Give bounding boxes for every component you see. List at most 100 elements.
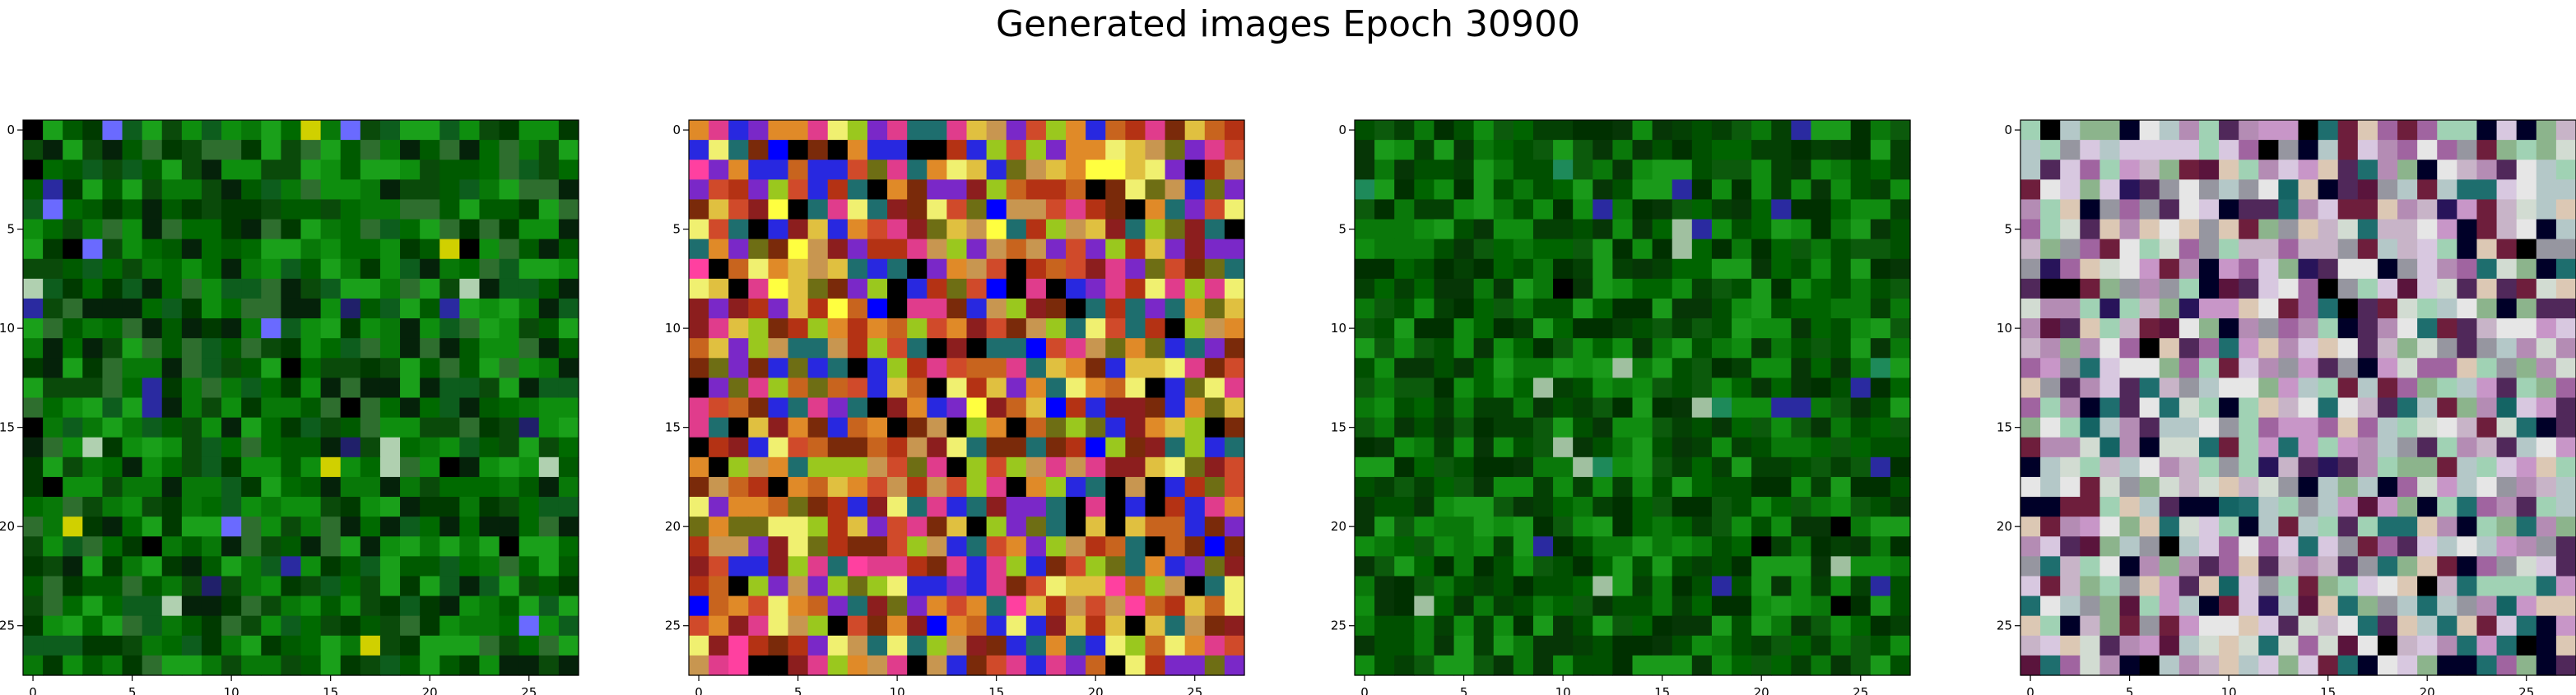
pixel-cell [1184,595,1206,617]
pixel-cell [1086,199,1106,220]
pixel-cell [728,219,749,240]
pixel-cell [1414,595,1435,617]
x-tick-label: 0 [2026,685,2034,695]
pixel-cell [1045,179,1067,201]
pixel-cell [400,417,421,438]
pixel-cell [2417,536,2438,557]
pixel-cell [2417,239,2438,260]
pixel-cell [946,635,968,656]
pixel-cell [2377,140,2398,160]
pixel-cell [1066,556,1086,577]
pixel-cell [986,476,1007,498]
pixel-cell [2060,635,2081,656]
pixel-cell [23,239,44,260]
pixel-cell [518,179,540,201]
pixel-cell [1573,160,1593,180]
pixel-cell [1652,417,1673,438]
pixel-cell [43,456,63,478]
pixel-cell [2020,517,2041,537]
pixel-cell [1791,318,1812,339]
pixel-cell [181,298,202,319]
pixel-cell [1691,258,1713,280]
pixel-cell [2555,358,2576,378]
pixel-cell [300,417,322,438]
pixel-cell [2060,120,2081,141]
pixel-cell [1593,615,1613,637]
pixel-cell [2060,179,2081,201]
pixel-cell [2298,199,2319,220]
pixel-cell [340,635,361,656]
pixel-cell [1811,378,1832,399]
pixel-cell [1513,635,1534,656]
pixel-cell [300,655,322,676]
pixel-cell [2318,456,2339,478]
pixel-cell [300,358,322,378]
pixel-cell [2198,298,2220,319]
pixel-cell [2219,576,2239,597]
pixel-cell [1204,358,1225,378]
pixel-cell [1553,298,1574,319]
pixel-cell [400,338,421,359]
pixel-cell [2139,655,2160,676]
pixel-cell [1532,298,1554,319]
pixel-cell [1553,140,1574,160]
pixel-cell [479,576,500,597]
pixel-cell [1493,120,1514,141]
pixel-cell [2219,437,2239,458]
pixel-cell [23,576,44,597]
pixel-cell [807,456,829,478]
pixel-cell [807,358,829,378]
pixel-cell [1553,378,1574,399]
pixel-cell [1414,160,1435,180]
pixel-cell [1691,615,1713,637]
pixel-cell [1374,576,1395,597]
pixel-cell [538,239,560,260]
pixel-cell [181,358,202,378]
pixel-cell [2377,476,2398,498]
pixel-cell [2318,160,2339,180]
pixel-cell [2417,338,2438,359]
pixel-cell [2020,160,2041,180]
pixel-cell [1771,378,1792,399]
pixel-cell [1224,160,1245,180]
pixel-cell [1006,517,1027,537]
pixel-cell [558,655,579,676]
pixel-cell [847,199,868,220]
pixel-cell [1890,179,1911,201]
pixel-cell [340,318,361,339]
pixel-cell [1513,278,1534,299]
pixel-cell [1513,358,1534,378]
pixel-cell [2555,160,2576,180]
pixel-cell [2397,556,2418,577]
pixel-cell [261,417,281,438]
pixel-cell [400,595,421,617]
pixel-cell [2536,378,2557,399]
pixel-cell [300,397,322,419]
pixel-cell [966,536,988,557]
pixel-cell [1691,378,1713,399]
pixel-cell [1513,140,1534,160]
pixel-cell [201,556,222,577]
pixel-cell [320,437,342,458]
pixel-cell [2178,318,2200,339]
pixel-cell [1691,179,1713,201]
pixel-cell [1593,556,1613,577]
pixel-cell [281,635,302,656]
pixel-cell [2377,556,2398,577]
pixel-cell [400,576,421,597]
pixel-cell [1184,635,1206,656]
pixel-cell [946,199,968,220]
pixel-cell [2020,199,2041,220]
pixel-cell [1086,278,1106,299]
pixel-cell [907,536,928,557]
pixel-cell [1414,298,1435,319]
pixel-cell [1374,258,1395,280]
pixel-cell [847,219,868,240]
pixel-cell [420,160,440,180]
pixel-cell [1145,437,1166,458]
pixel-cell [439,140,460,160]
pixel-cell [340,239,361,260]
pixel-cell [2357,556,2378,577]
pixel-cell [689,556,709,577]
pixel-cell [2318,595,2339,617]
